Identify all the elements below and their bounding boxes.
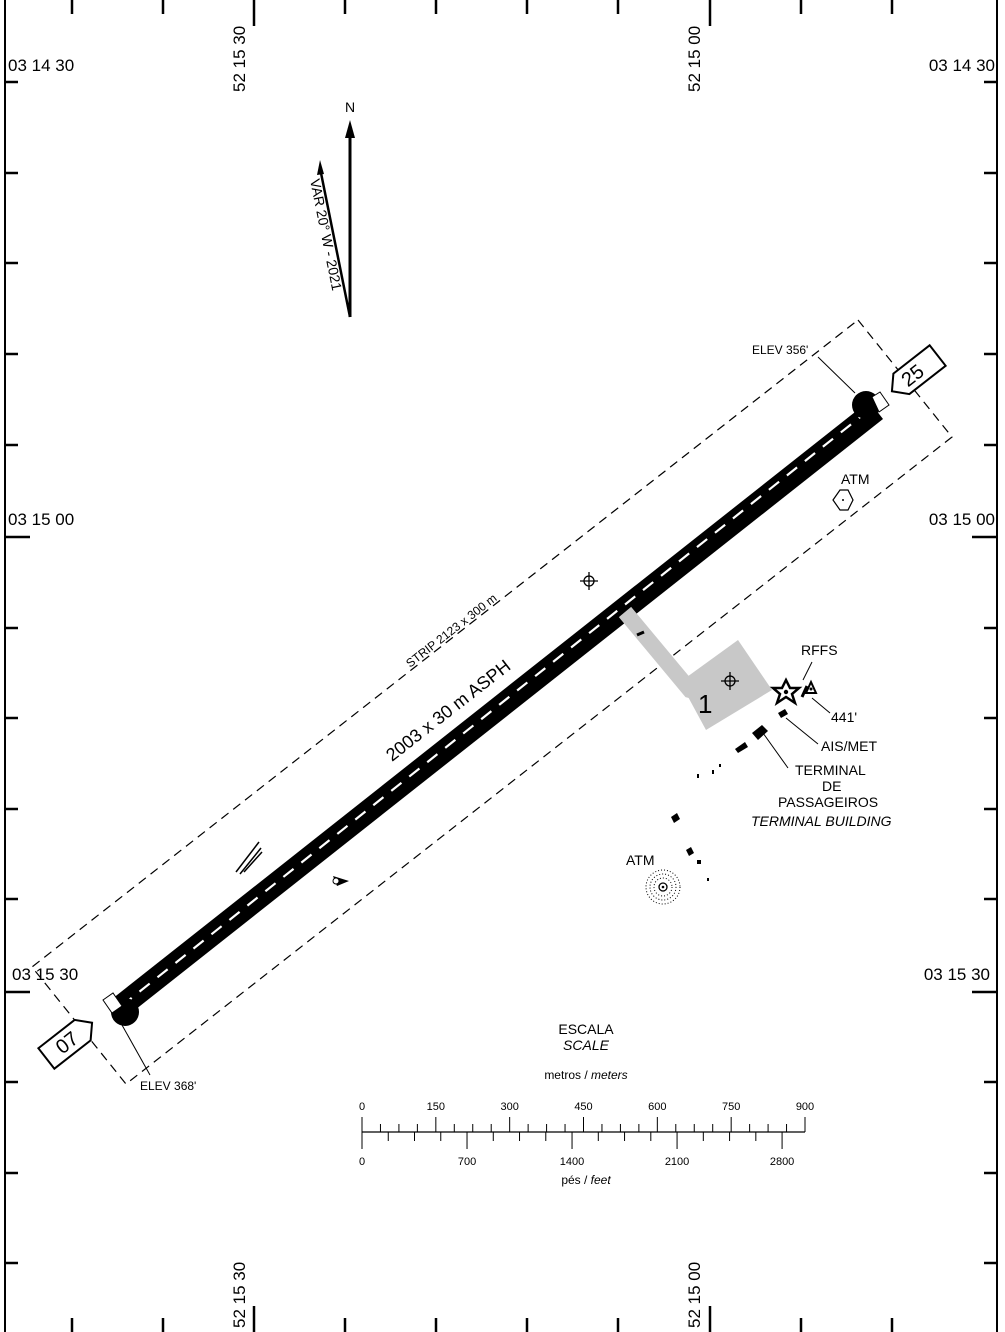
- atm-dotted-circle-icon: [645, 869, 681, 905]
- arp-symbol-apron: [721, 672, 739, 690]
- atm-upper-label: ATM: [841, 471, 870, 487]
- lon-label-bottom-west: 52 15 30: [230, 1262, 249, 1328]
- terminal-label-english: TERMINAL BUILDING: [751, 813, 892, 829]
- scale-feet-tick-label: 0: [359, 1156, 365, 1168]
- atm-lower-label: ATM: [626, 852, 655, 868]
- terminal-label-line1: TERMINAL: [795, 762, 866, 778]
- terminal-buildings: [671, 709, 788, 881]
- scale-meter-tick-label: 600: [648, 1101, 666, 1113]
- arp-symbol-north: [580, 572, 598, 590]
- lat-label-mid-left: 03 15 00: [8, 510, 74, 529]
- left-ticks: [5, 80, 30, 1265]
- obstacle-height-label: 441': [831, 709, 857, 725]
- scale-bar: 0 150 300 450 600 750 900 0 700 1400 2100 2800: [359, 1101, 814, 1168]
- wind-direction-indicator-icon: [332, 876, 349, 886]
- elevation-high-label: ELEV 356': [752, 343, 808, 357]
- magnetic-variation-arrow: VAR 20° W - 2021: [307, 160, 352, 318]
- scale-block: ESCALA SCALE metros / meters pés / feet …: [359, 1021, 814, 1187]
- scale-meter-tick-label: 300: [500, 1101, 518, 1113]
- lon-label-top-west: 52 15 30: [230, 26, 249, 92]
- apron-number: 1: [698, 689, 712, 719]
- scale-meter-tick-label: 0: [359, 1101, 365, 1113]
- scale-meter-tick-label: 750: [722, 1101, 740, 1113]
- terminal-label-line2: DE: [822, 778, 841, 794]
- rffs-label: RFFS: [801, 642, 838, 658]
- atm-hexagon-icon: [832, 489, 854, 511]
- windsock-icon: [235, 841, 263, 875]
- scale-feet-tick-label: 1400: [560, 1156, 584, 1168]
- elevation-high-leader: [817, 356, 856, 394]
- elevation-low-label: ELEV 368': [140, 1079, 196, 1093]
- scale-feet-tick-label: 700: [458, 1156, 476, 1168]
- lon-label-bottom-east: 52 15 00: [685, 1262, 704, 1328]
- scale-feet-caption: pés / feet: [561, 1173, 611, 1187]
- lon-label-top-east: 52 15 00: [685, 26, 704, 92]
- lat-label-mid-right: 03 15 00: [929, 510, 995, 529]
- scale-feet-tick-label: 2100: [665, 1156, 689, 1168]
- scale-meter-tick-label: 150: [427, 1101, 445, 1113]
- obstacle-icon: [804, 679, 818, 694]
- lat-label-top-left: 03 14 30: [8, 56, 74, 75]
- elevation-low-leader: [121, 1024, 151, 1076]
- chart-frame: [4, 0, 998, 1332]
- strip-label: STRIP 2123 x 300 m: [403, 591, 499, 670]
- runway: [102, 391, 890, 1026]
- apron-1: 1: [618, 606, 772, 730]
- north-label: N: [345, 99, 355, 115]
- scale-meters-caption: metros / meters: [544, 1068, 627, 1082]
- top-ticks: [70, 0, 894, 26]
- scale-meter-tick-label: 900: [796, 1101, 814, 1113]
- lat-label-top-right: 03 14 30: [929, 56, 995, 75]
- threshold-07-marker: 07: [36, 1018, 94, 1071]
- scale-meter-tick-label: 450: [574, 1101, 592, 1113]
- threshold-25-marker: 25: [890, 343, 948, 396]
- scale-title: ESCALA: [558, 1021, 614, 1037]
- variation-label: VAR 20° W - 2021: [307, 177, 345, 292]
- lat-label-lower-left: 03 15 30: [12, 965, 78, 984]
- scale-feet-tick-label: 2800: [770, 1156, 794, 1168]
- north-arrow: N: [345, 99, 355, 317]
- ais-met-label: AIS/MET: [821, 738, 877, 754]
- runway-strip: [31, 319, 953, 1085]
- scale-title-english: SCALE: [563, 1037, 610, 1053]
- bottom-ticks: [70, 1306, 894, 1332]
- lat-label-lower-right: 03 15 30: [924, 965, 990, 984]
- terminal-label-line3: PASSAGEIROS: [778, 794, 878, 810]
- right-ticks: [972, 80, 997, 1265]
